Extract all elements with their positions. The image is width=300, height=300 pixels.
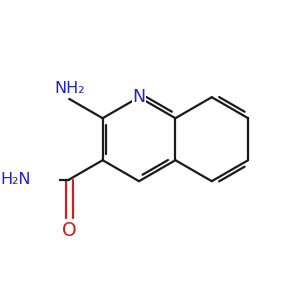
Text: O: O	[62, 220, 76, 240]
Text: N: N	[133, 88, 146, 106]
Text: H₂N: H₂N	[1, 172, 31, 187]
Text: NH₂: NH₂	[54, 81, 84, 96]
